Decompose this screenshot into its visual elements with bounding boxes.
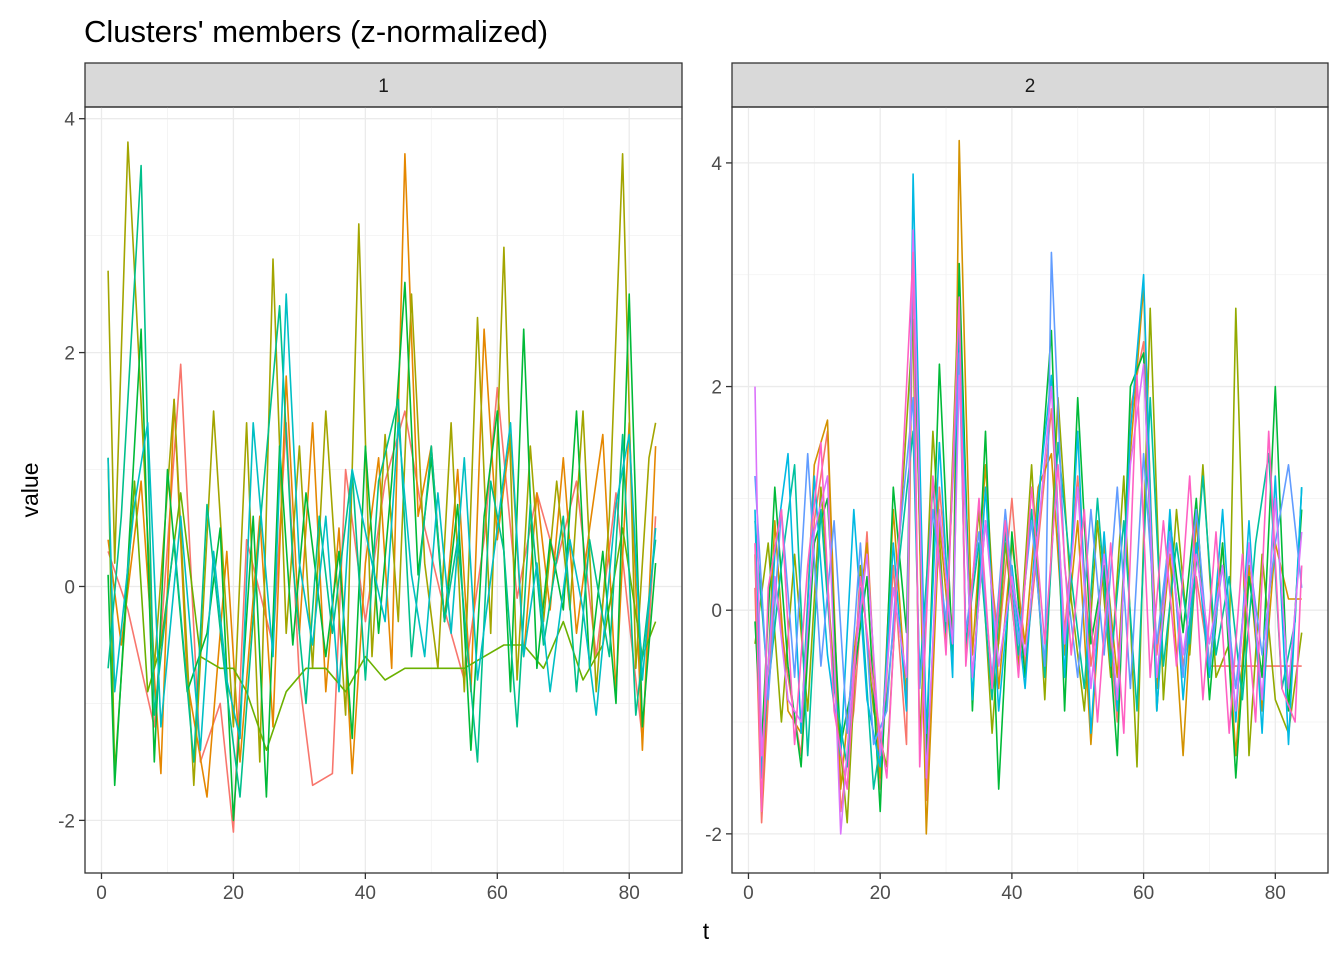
y-tick-label: 4 [64,110,75,131]
y-axis-title: value [17,463,43,518]
facet-panel-1: 1 0 20 40 60 80 -2 0 2 4 [58,62,683,904]
x-tick-label: 20 [870,883,891,904]
panel-1-axes: 0 20 40 60 80 -2 0 2 4 [58,110,640,904]
panel-2-border [731,106,1329,874]
y-tick-label: 0 [64,577,75,598]
facet-panel-2: 2 0 20 40 60 80 -2 0 2 4 [705,62,1329,904]
facet-strip-label-2: 2 [1025,76,1036,97]
facet-strip-1 [84,62,683,108]
series-line-panel1-1 [107,363,657,833]
panel-1-series [107,141,657,833]
facet-strip-2 [731,62,1329,108]
series-line-panel2-9 [754,251,1303,813]
panel-2-axes: 0 20 40 60 80 -2 0 2 4 [705,154,1286,904]
y-tick-label: -2 [58,811,75,832]
facet-strip-label-1: 1 [378,76,389,97]
x-tick-label: 80 [619,883,640,904]
x-axis-title: t [703,918,710,944]
x-tick-label: 40 [1001,883,1022,904]
chart-title: Clusters' members (z-normalized) [84,14,548,49]
x-tick-label: 60 [487,883,508,904]
series-line-panel1-5 [107,281,657,822]
y-tick-label: -2 [705,825,722,846]
series-line-panel1-7 [107,293,657,751]
series-line-panel1-3 [107,141,657,787]
y-tick-label: 0 [711,601,722,622]
y-tick-label: 2 [64,344,75,365]
series-line-panel2-4 [754,262,1303,813]
x-tick-label: 0 [96,883,107,904]
series-line-panel1-6 [107,164,657,798]
panel-1-border [84,106,683,874]
y-tick-label: 2 [711,378,722,399]
x-tick-label: 60 [1133,883,1154,904]
x-tick-label: 80 [1265,883,1286,904]
x-tick-label: 0 [743,883,754,904]
series-line-panel2-6 [754,173,1303,779]
x-tick-label: 40 [355,883,376,904]
y-tick-label: 4 [711,154,722,175]
x-tick-label: 20 [223,883,244,904]
panel-2-series [754,139,1303,835]
series-line-panel2-8 [754,229,1303,835]
series-line-panel1-4 [107,457,657,775]
